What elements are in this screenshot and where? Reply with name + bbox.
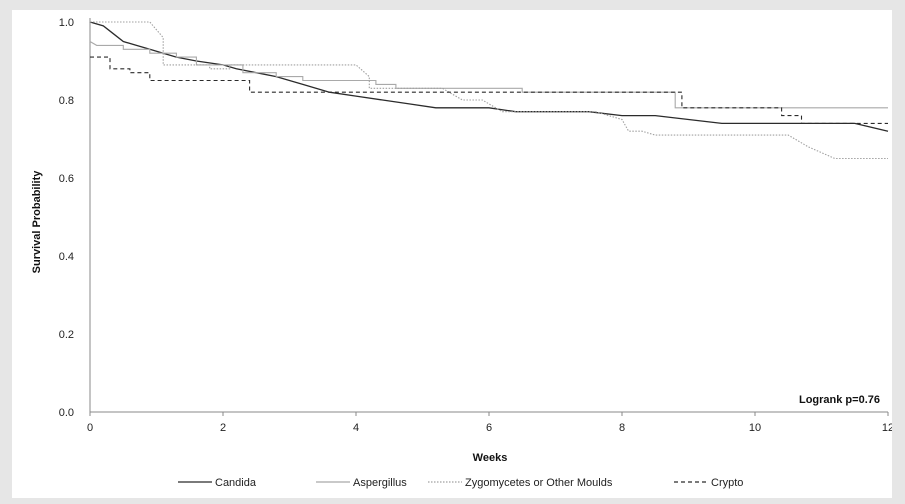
- x-tick-label: 4: [353, 422, 359, 434]
- x-tick-label: 10: [749, 422, 761, 434]
- x-tick-label: 0: [87, 422, 93, 434]
- y-tick-label: 0.6: [59, 173, 74, 185]
- x-tick-label: 8: [619, 422, 625, 434]
- logrank-annotation: Logrank p=0.76: [799, 394, 880, 406]
- legend-label: Crypto: [711, 477, 743, 489]
- y-axis-label: Survival Probability: [31, 170, 43, 274]
- x-tick-label: 2: [220, 422, 226, 434]
- legend: Candida Aspergillus Zygomycetes or Other M…: [178, 477, 743, 489]
- x-tick-label: 12: [882, 422, 892, 434]
- y-tick-label: 0.4: [59, 251, 74, 263]
- survival-chart: 0 2 4 6 8 10 12 0.0 0.2 0.4 0.6 0.8 1.0 Survival Pro…: [31, 17, 892, 489]
- legend-label: Candida: [215, 477, 257, 489]
- series-group: [89, 21, 889, 160]
- axes: 0 2 4 6 8 10 12 0.0 0.2 0.4 0.6 0.8 1.0: [59, 17, 892, 434]
- y-tick-label: 0.2: [59, 329, 74, 341]
- series-line-zygomycetes-or-other-moulds: [90, 21, 888, 160]
- y-tick-label: 1.0: [59, 17, 74, 29]
- x-axis-label: Weeks: [473, 452, 508, 464]
- x-tick-label: 6: [486, 422, 492, 434]
- y-tick-label: 0.0: [59, 407, 74, 419]
- series-line-aspergillus: [89, 41, 888, 109]
- legend-label: Aspergillus: [353, 477, 407, 489]
- series-line-candida: [89, 21, 889, 132]
- legend-label: Zygomycetes or Other Moulds: [465, 477, 613, 489]
- y-tick-label: 0.8: [59, 95, 74, 107]
- chart-panel: 0 2 4 6 8 10 12 0.0 0.2 0.4 0.6 0.8 1.0 Survival Pro…: [12, 10, 892, 498]
